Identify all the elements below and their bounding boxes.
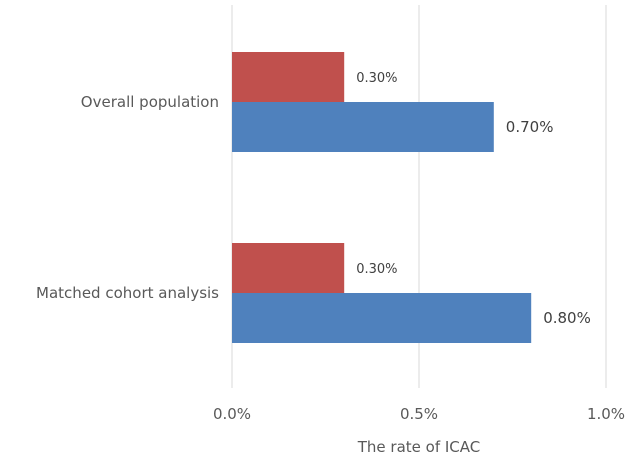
bar-series-blue bbox=[232, 102, 494, 152]
data-label: 0.30% bbox=[356, 71, 397, 86]
category-label: Matched cohort analysis bbox=[36, 284, 219, 302]
bars: 0.30% 0.70% 0.30% 0.80% bbox=[232, 52, 591, 343]
bar-series-red bbox=[232, 52, 345, 102]
x-axis-title: The rate of ICAC bbox=[357, 438, 481, 456]
data-label: 0.70% bbox=[506, 118, 554, 136]
category-label: Overall population bbox=[81, 93, 219, 111]
category-labels: Overall population Matched cohort analysi… bbox=[36, 93, 219, 302]
x-tick-label: 0.0% bbox=[213, 405, 251, 423]
bar-series-blue bbox=[232, 293, 532, 343]
x-tick-label: 1.0% bbox=[587, 405, 625, 423]
x-tick-label: 0.5% bbox=[400, 405, 438, 423]
bar-series-red bbox=[232, 243, 345, 293]
data-label: 0.30% bbox=[356, 262, 397, 277]
data-label: 0.80% bbox=[543, 309, 591, 327]
x-tick-labels: 0.0% 0.5% 1.0% bbox=[213, 405, 625, 423]
